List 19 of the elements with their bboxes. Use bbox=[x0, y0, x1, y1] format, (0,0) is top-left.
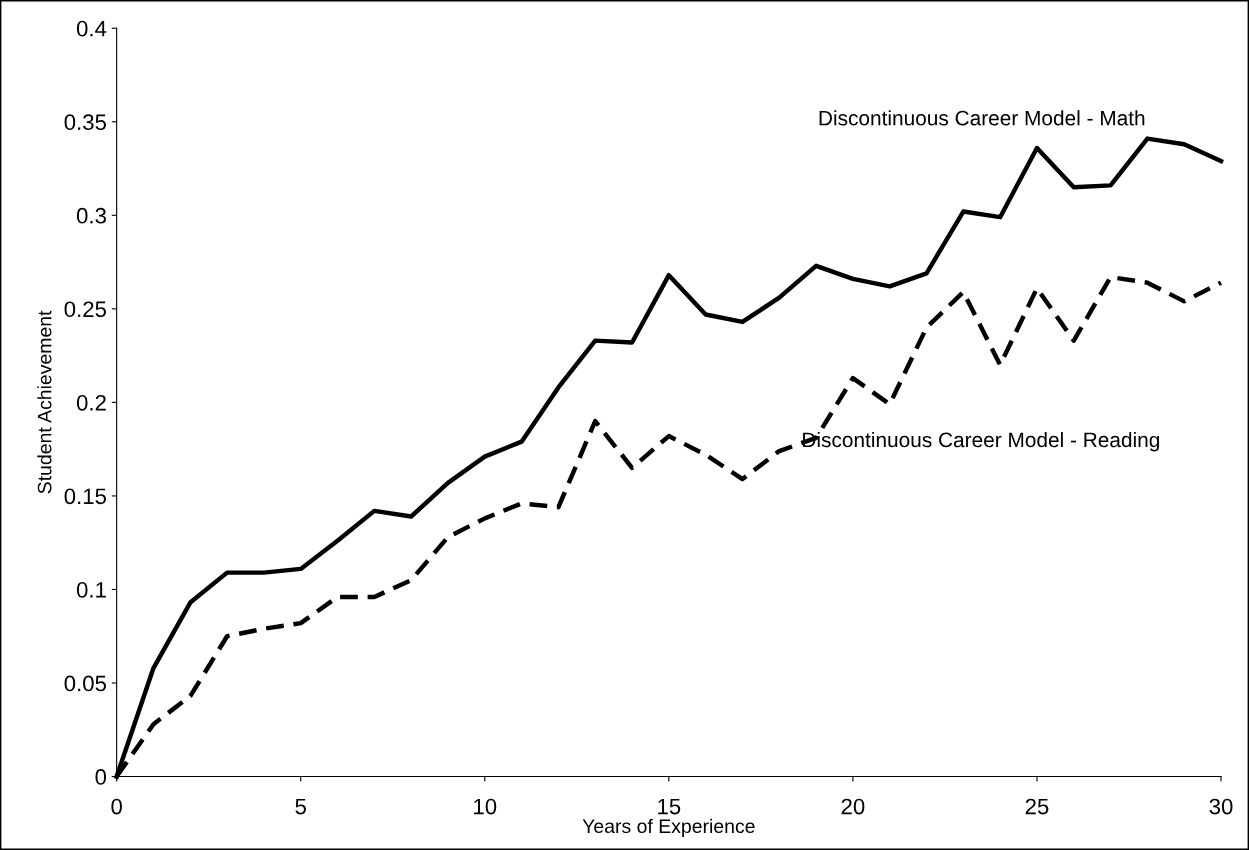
y-tick-label: 0.1 bbox=[76, 582, 106, 598]
y-tick-label: 0.15 bbox=[64, 488, 107, 505]
x-tick-label: 20 bbox=[841, 798, 865, 815]
x-tick-label: 15 bbox=[658, 798, 681, 815]
x-tick-label: 5 bbox=[295, 798, 306, 815]
x-tick-label: 0 bbox=[111, 798, 122, 815]
x-tick-label: 10 bbox=[474, 798, 497, 815]
y-tick-label: 0.35 bbox=[64, 114, 107, 131]
y-tick-label: 0 bbox=[95, 769, 107, 785]
y-tick-label: 0.25 bbox=[64, 301, 107, 318]
series-label: Discontinuous Career Model - Math bbox=[819, 110, 1145, 126]
x-tick-label: 25 bbox=[1025, 798, 1049, 815]
y-tick-label: 0.05 bbox=[64, 675, 107, 692]
y-axis-title: Student Achievement bbox=[37, 310, 52, 494]
x-tick-label: 30 bbox=[1209, 798, 1233, 815]
x-axis-title: Years of Experience bbox=[582, 818, 755, 837]
y-tick-label: 0.3 bbox=[76, 207, 106, 224]
y-tick-label: 0.2 bbox=[76, 394, 106, 411]
y-tick-label: 0.4 bbox=[76, 20, 107, 37]
